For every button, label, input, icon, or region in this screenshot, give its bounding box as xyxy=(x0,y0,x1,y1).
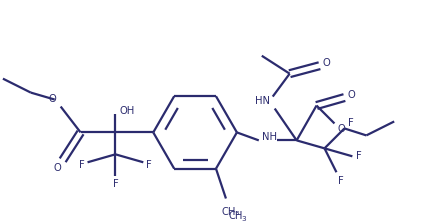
Text: O: O xyxy=(49,94,57,103)
Text: F: F xyxy=(337,176,343,186)
Text: CH₃: CH₃ xyxy=(222,207,240,217)
Text: HN: HN xyxy=(255,96,270,105)
Text: 3: 3 xyxy=(242,216,246,222)
Text: OH: OH xyxy=(119,105,135,116)
Text: F: F xyxy=(357,151,362,161)
Text: O: O xyxy=(348,90,355,100)
Text: CH: CH xyxy=(229,211,243,221)
Text: NH: NH xyxy=(262,132,277,142)
Text: F: F xyxy=(348,118,353,128)
Text: O: O xyxy=(323,58,330,68)
Text: O: O xyxy=(54,163,62,173)
Text: O: O xyxy=(337,124,345,134)
Text: F: F xyxy=(146,160,152,170)
Text: F: F xyxy=(79,160,85,170)
Text: F: F xyxy=(113,179,118,189)
